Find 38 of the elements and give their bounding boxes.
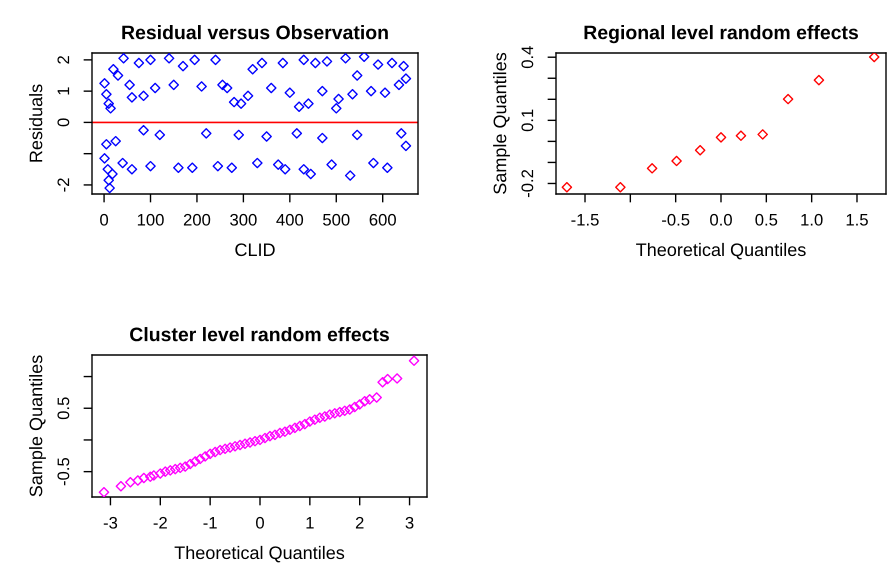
x-tick-label: 0.5 <box>755 214 778 226</box>
x-tick-label: 1.0 <box>801 214 823 226</box>
y-tick-label: -0.5 <box>57 458 70 486</box>
y-axis-title: Residuals <box>29 84 42 162</box>
x-tick-label: 100 <box>138 214 164 226</box>
x-tick-label: -1 <box>203 517 217 529</box>
y-tick-label: -2 <box>57 178 70 192</box>
x-tick-label: 200 <box>184 214 210 226</box>
x-tick-label: 0 <box>100 214 108 226</box>
y-tick-label: 2 <box>57 56 70 64</box>
x-axis-title: Theoretical Quantiles <box>636 242 806 260</box>
y-tick-label: 0.1 <box>521 110 534 132</box>
y-tick-label: 0.4 <box>521 46 534 68</box>
chart-title: Regional level random effects <box>584 25 858 44</box>
x-tick-label: 500 <box>323 214 350 226</box>
x-axis-title: CLID <box>235 243 275 256</box>
x-tick-label: -3 <box>104 516 118 529</box>
x-tick-label: -2 <box>154 516 167 529</box>
x-tick-label: 3 <box>406 516 414 529</box>
y-tick-label: -0.2 <box>521 170 534 198</box>
x-tick-label: 600 <box>370 214 396 226</box>
y-tick-label: 1 <box>58 87 70 95</box>
y-axis-title: Sample Quantiles <box>29 355 46 496</box>
x-tick-label: -1.5 <box>571 214 599 226</box>
x-tick-label: 2 <box>356 516 364 529</box>
x-tick-label: 0.0 <box>710 214 732 226</box>
x-tick-label: -0.5 <box>662 214 690 226</box>
x-tick-label: 1.5 <box>846 214 868 226</box>
y-tick-label: 0.5 <box>57 397 70 420</box>
chart-title: Cluster level random effects <box>130 327 389 342</box>
x-tick-label: 1 <box>306 517 314 529</box>
x-tick-label: 0 <box>256 516 264 529</box>
y-tick-label: 0 <box>57 118 70 126</box>
y-axis-title: Sample Quantiles <box>493 52 510 194</box>
x-tick-label: 300 <box>230 214 257 226</box>
x-axis-title: Theoretical Quantiles <box>174 546 344 562</box>
chart-title: Residual versus Observation <box>122 25 388 40</box>
x-tick-label: 400 <box>276 214 304 226</box>
